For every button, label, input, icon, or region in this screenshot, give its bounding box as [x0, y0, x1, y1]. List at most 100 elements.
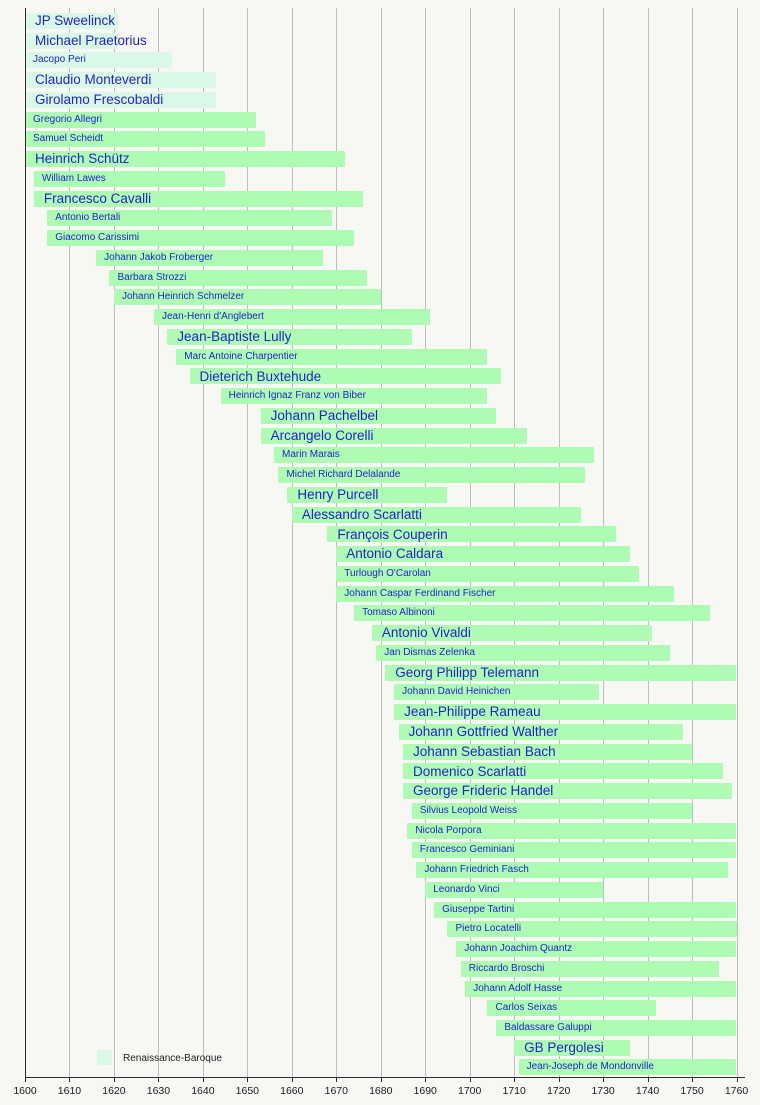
- composer-name: Jean-Joseph de Mondonville: [526, 1061, 654, 1073]
- timeline-bar: William Lawes: [33, 170, 226, 187]
- composer-name: Henry Purcell: [297, 487, 379, 503]
- timeline-bar: Heinrich Schütz: [25, 151, 346, 168]
- composer-name: Giuseppe Tartini: [442, 903, 515, 915]
- x-tick-label: 1700: [458, 1085, 482, 1097]
- composer-name: Jan Dismas Zelenka: [384, 646, 475, 658]
- composer-name: Heinrich Ignaz Franz von Biber: [228, 390, 366, 402]
- composer-name: Baldassare Galuppi: [504, 1021, 592, 1033]
- x-tick-label: 1750: [680, 1085, 704, 1097]
- x-tick-label: 1720: [546, 1085, 571, 1097]
- timeline-bar: Francesco Cavalli: [33, 190, 363, 207]
- timeline-bar: Domenico Scarlatti: [402, 763, 724, 780]
- timeline-bar: Johann Sebastian Bach: [402, 743, 693, 760]
- timeline-bar: Leonardo Vinci: [425, 881, 604, 898]
- x-tick: [603, 1077, 605, 1082]
- composer-name: Claudio Monteverdi: [35, 72, 152, 88]
- gridline-1680: [380, 8, 382, 1077]
- composer-name: Tomaso Albinoni: [362, 607, 435, 619]
- x-tick-label: 1660: [280, 1085, 304, 1097]
- composer-name: Francesco Cavalli: [43, 190, 152, 206]
- composer-name: GB Pergolesi: [524, 1039, 604, 1055]
- x-tick: [69, 1077, 71, 1082]
- timeline-bar: Jan Dismas Zelenka: [376, 644, 670, 661]
- composer-name: Heinrich Schütz: [35, 151, 130, 167]
- x-tick-label: 1710: [502, 1085, 526, 1097]
- timeline-bar: Jean-Joseph de Mondonville: [518, 1059, 737, 1076]
- composer-name: Antonio Bertali: [55, 212, 121, 224]
- x-tick-label: 1640: [191, 1085, 215, 1097]
- x-tick: [514, 1077, 516, 1082]
- y-axis-spine: [25, 8, 26, 1077]
- timeline-bar: Johann Adolf Hasse: [465, 980, 737, 997]
- timeline-bar: Johann Pachelbel: [260, 407, 497, 424]
- x-tick-label: 1650: [235, 1085, 260, 1097]
- composer-name: Arcangelo Corelli: [270, 427, 374, 443]
- x-tick-label: 1740: [635, 1085, 660, 1097]
- gridline-1650: [247, 8, 249, 1077]
- x-tick-label: 1730: [591, 1085, 615, 1097]
- gridline-1640: [202, 8, 204, 1077]
- timeline-bar: Girolamo Frescobaldi: [25, 91, 217, 108]
- composer-name: Dieterich Buxtehude: [199, 368, 322, 384]
- timeline-bar: Alessandro Scarlatti: [291, 506, 581, 523]
- composer-name: Turlough O'Carolan: [344, 567, 431, 579]
- x-tick-label: 1670: [324, 1085, 348, 1097]
- composer-name: Pietro Locatelli: [455, 923, 522, 935]
- composer-name: François Couperin: [337, 526, 448, 542]
- timeline-bar: Georg Philipp Telemann: [385, 664, 737, 681]
- gridline-1690: [425, 8, 427, 1077]
- gridline-1710: [514, 8, 516, 1077]
- x-tick-label: 1610: [57, 1085, 82, 1097]
- x-tick: [469, 1077, 471, 1082]
- gridline-1620: [113, 8, 115, 1077]
- timeline-bar: Johann Joachim Quantz: [456, 941, 737, 957]
- timeline-bar: Antonio Bertali: [47, 210, 332, 227]
- composer-name: Johann Friedrich Fasch: [424, 864, 529, 876]
- composer-name: Johann David Heinichen: [402, 686, 511, 698]
- composer-name: Jean-Baptiste Lully: [177, 329, 292, 345]
- composer-name: George Frideric Handel: [412, 783, 554, 799]
- gridline-1670: [336, 8, 338, 1077]
- timeline-bar: Marin Marais: [274, 447, 595, 464]
- timeline-bar: Dieterich Buxtehude: [189, 368, 501, 385]
- timeline-bar: Johann Jakob Froberger: [96, 249, 323, 266]
- timeline-bar: GB Pergolesi: [514, 1039, 630, 1056]
- x-tick: [558, 1077, 560, 1082]
- composer-name: Carlos Seixas: [495, 1002, 558, 1014]
- timeline-bar: Carlos Seixas: [487, 1000, 657, 1017]
- x-tick: [425, 1077, 427, 1082]
- composer-name: Antonio Caldara: [346, 546, 444, 562]
- timeline-bar: Marc Antoine Charpentier: [176, 348, 488, 365]
- x-tick: [202, 1077, 204, 1082]
- composer-name: Johann Sebastian Bach: [412, 743, 556, 759]
- x-tick-label: 1680: [369, 1085, 393, 1097]
- gridline-1660: [291, 8, 293, 1077]
- timeline-bar: Johann Caspar Ferdinand Fischer: [336, 585, 675, 602]
- composer-name: Girolamo Frescobaldi: [35, 92, 164, 108]
- composer-name: Leonardo Vinci: [433, 883, 500, 895]
- composer-name: Alessandro Scarlatti: [301, 506, 422, 522]
- x-tick: [25, 1077, 26, 1082]
- composer-name: Georg Philipp Telemann: [395, 664, 540, 680]
- timeline-bar: Giacomo Carissimi: [47, 230, 355, 247]
- timeline-bar: Jean-Philippe Rameau: [394, 704, 737, 721]
- timeline-bar: Barbara Strozzi: [109, 269, 368, 286]
- timeline-bar: Michel Richard Delalande: [278, 467, 586, 484]
- timeline-bar: Johann Gottfried Walther: [398, 723, 684, 740]
- timeline-bar: Turlough O'Carolan: [336, 565, 639, 582]
- timeline-bar: Baldassare Galuppi: [496, 1019, 737, 1036]
- composer-name: Johann Adolf Hasse: [473, 982, 563, 994]
- composer-name: JP Sweelinck: [35, 13, 116, 29]
- timeline-bar: Michael Praetorius: [25, 32, 147, 49]
- gridline-1630: [158, 8, 160, 1077]
- composer-name: Marin Marais: [282, 449, 340, 461]
- timeline-bar: Antonio Vivaldi: [371, 625, 652, 642]
- x-tick-label: 1600: [13, 1085, 37, 1097]
- timeline-bar: George Frideric Handel: [402, 783, 733, 800]
- composer-name: Johann Gottfried Walther: [408, 724, 559, 740]
- x-tick: [247, 1077, 249, 1082]
- gridline-1720: [558, 8, 560, 1077]
- timeline-bar: Antonio Caldara: [336, 546, 630, 563]
- x-tick-label: 1630: [146, 1085, 171, 1097]
- timeline-bar: Silvius Leopold Weiss: [411, 802, 693, 819]
